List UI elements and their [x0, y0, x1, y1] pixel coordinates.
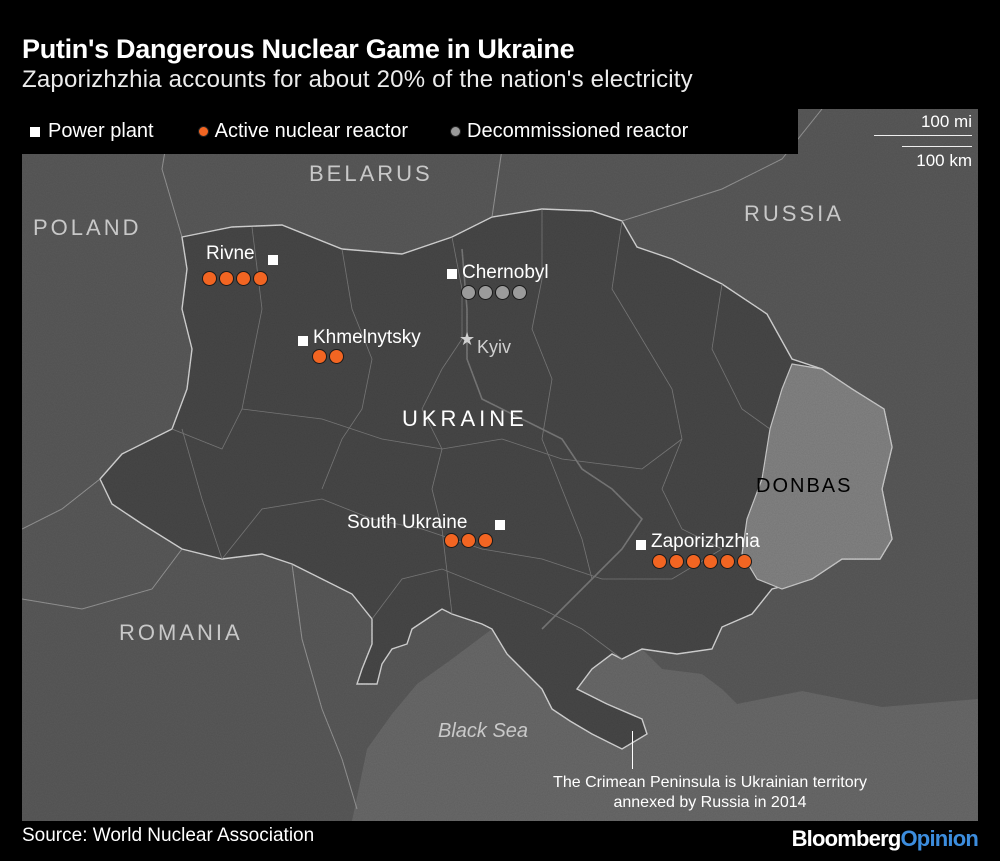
plant-name: Zaporizhzhia [651, 531, 760, 552]
active-reactor-icon [312, 349, 327, 364]
active-reactor-icon [720, 554, 735, 569]
plant-name: Chernobyl [462, 262, 549, 283]
label-ukraine: UKRAINE [402, 406, 528, 431]
active-reactor-icon [478, 533, 493, 548]
active-reactor-icon [253, 271, 268, 286]
power-plant-icon [447, 269, 457, 279]
power-plant-icon [636, 540, 646, 550]
scale-bar: 100 mi 100 km [872, 112, 972, 171]
reactor-group [652, 554, 752, 569]
active-reactor-icon [461, 533, 476, 548]
decommissioned-reactor-icon [461, 285, 476, 300]
page-subtitle: Zaporizhzhia accounts for about 20% of t… [22, 66, 693, 93]
label-black-sea: Black Sea [438, 720, 529, 742]
active-reactor-icon [236, 271, 251, 286]
brand-primary: Bloomberg [791, 826, 902, 851]
active-reactor-icon [219, 271, 234, 286]
active-reactor-icon [652, 554, 667, 569]
scale-line-km [902, 146, 972, 147]
annotation-crimea: The Crimean Peninsula is Ukrainian terri… [553, 774, 867, 811]
active-reactor-icon [703, 554, 718, 569]
power-plant-icon [495, 520, 505, 530]
scale-kilometers: 100 km [916, 151, 972, 170]
scale-line-miles [874, 135, 972, 136]
reactor-group [312, 349, 344, 364]
plant-name: Khmelnytsky [313, 327, 421, 348]
power-plant-icon [298, 336, 308, 346]
active-reactor-icon [737, 554, 752, 569]
reactor-group [444, 533, 493, 548]
decommissioned-reactor-icon [450, 126, 462, 137]
power-plant-icon [268, 255, 278, 265]
map-legend: Power plant Active nuclear reactor Decom… [22, 109, 798, 154]
power-plant-icon [30, 126, 40, 137]
label-russia: RUSSIA [744, 201, 844, 226]
reactor-group [461, 285, 527, 300]
legend-power-plant: Power plant [22, 120, 154, 143]
decommissioned-reactor-icon [478, 285, 493, 300]
label-romania: ROMANIA [119, 620, 243, 645]
source-credit: Source: World Nuclear Association [22, 825, 315, 846]
active-reactor-icon [444, 533, 459, 548]
active-reactor-icon [202, 271, 217, 286]
legend-label: Active nuclear reactor [214, 120, 409, 142]
legend-decommissioned-reactor: Decommissioned reactor [450, 120, 688, 143]
plant-name: South Ukraine [347, 512, 468, 533]
decommissioned-reactor-icon [495, 285, 510, 300]
annotation-leader-line [632, 731, 633, 769]
decommissioned-reactor-icon [512, 285, 527, 300]
active-reactor-icon [197, 126, 209, 137]
legend-label: Decommissioned reactor [467, 120, 689, 142]
brand-secondary: Opinion [900, 826, 979, 851]
label-donbas: DONBAS [756, 475, 853, 497]
city-kyiv: Kyiv [477, 337, 512, 357]
scale-miles: 100 mi [920, 112, 972, 131]
star-icon: ★ [459, 329, 476, 349]
page-title: Putin's Dangerous Nuclear Game in Ukrain… [22, 34, 575, 64]
active-reactor-icon [686, 554, 701, 569]
legend-label: Power plant [48, 120, 154, 142]
label-poland: POLAND [33, 215, 142, 240]
reactor-group [202, 271, 268, 286]
legend-active-reactor: Active nuclear reactor [197, 120, 409, 143]
active-reactor-icon [329, 349, 344, 364]
map-base [22, 109, 978, 821]
plant-name: Rivne [206, 243, 255, 264]
active-reactor-icon [669, 554, 684, 569]
map[interactable]: BELARUS POLAND RUSSIA UKRAINE ROMANIA DO… [22, 109, 978, 821]
map-texture [22, 109, 978, 821]
label-belarus: BELARUS [309, 161, 433, 186]
brand-logo[interactable]: BloombergOpinion [791, 826, 979, 852]
